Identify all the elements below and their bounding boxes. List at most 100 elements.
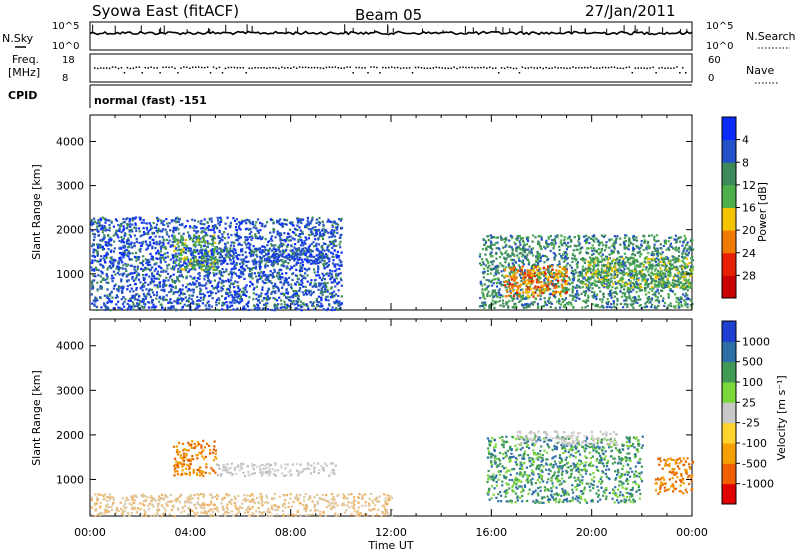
power-echo-cell bbox=[270, 281, 273, 285]
power-echo-cell bbox=[522, 250, 525, 253]
power-echo-cell bbox=[121, 274, 124, 277]
power-echo-cell bbox=[481, 288, 484, 291]
power-echo-cell bbox=[91, 268, 94, 271]
power-echo-cell bbox=[560, 243, 563, 246]
power-echo-cell bbox=[670, 236, 673, 239]
power-echo-cell bbox=[660, 257, 663, 260]
power-echo-cell bbox=[301, 305, 304, 308]
power-echo-cell bbox=[661, 285, 665, 288]
power-echo-cell bbox=[122, 221, 125, 224]
power-echo-cell bbox=[123, 252, 126, 255]
power-echo-cell bbox=[631, 296, 634, 299]
power-echo-cell bbox=[685, 243, 689, 246]
power-echo-cell bbox=[187, 300, 190, 303]
power-echo-cell bbox=[558, 245, 561, 248]
power-echo-cell bbox=[281, 225, 284, 228]
power-echo-cell bbox=[481, 261, 485, 264]
power-echo-cell bbox=[273, 303, 277, 306]
power-echo-cell bbox=[531, 264, 535, 267]
power-echo-cell bbox=[106, 268, 109, 271]
power-echo-cell bbox=[156, 249, 160, 252]
power-echo-cell bbox=[321, 247, 324, 250]
power-echo-cell bbox=[282, 282, 286, 285]
freq-dot bbox=[162, 66, 164, 69]
power-echo-cell bbox=[200, 263, 203, 266]
power-echo-cell bbox=[189, 252, 193, 255]
power-echo-cell bbox=[578, 236, 581, 240]
power-echo-cell bbox=[571, 272, 575, 275]
power-echo-cell bbox=[179, 257, 183, 260]
power-echo-cell bbox=[270, 235, 273, 238]
power-echo-cell bbox=[205, 261, 209, 264]
power-echo-cell bbox=[266, 244, 269, 247]
power-echo-cell bbox=[158, 273, 161, 277]
power-echo-cell bbox=[281, 255, 284, 258]
power-echo-cell bbox=[224, 227, 227, 230]
power-echo-cell bbox=[679, 296, 682, 299]
power-echo-cell bbox=[313, 308, 316, 311]
power-echo-cell bbox=[515, 237, 518, 240]
power-echo-cell bbox=[128, 252, 131, 255]
power-echo-cell bbox=[623, 246, 626, 249]
freq-dot bbox=[408, 67, 411, 69]
power-echo-cell bbox=[249, 227, 252, 231]
power-echo-cell bbox=[309, 259, 313, 262]
power-echo-cell bbox=[490, 279, 494, 282]
power-echo-cell bbox=[603, 258, 606, 262]
power-echo-cell bbox=[272, 255, 276, 258]
power-echo-cell bbox=[521, 259, 525, 262]
power-echo-cell bbox=[104, 218, 107, 222]
power-echo-cell bbox=[285, 306, 289, 309]
power-echo-cell bbox=[592, 295, 596, 298]
power-echo-cell bbox=[184, 296, 187, 299]
freq-dot bbox=[251, 67, 253, 70]
power-echo-cell bbox=[686, 306, 689, 309]
power-echo-cell bbox=[154, 246, 157, 250]
freq-dot bbox=[587, 67, 589, 69]
power-echo-cell bbox=[246, 239, 249, 242]
power-echo-cell bbox=[496, 269, 499, 272]
power-echo-cell bbox=[329, 272, 332, 275]
power-echo-cell bbox=[516, 295, 519, 298]
freq-dot bbox=[459, 66, 461, 69]
freq-dot bbox=[99, 67, 102, 69]
freq-dot bbox=[153, 67, 155, 69]
freq-dot bbox=[388, 66, 390, 69]
power-echo-cell bbox=[192, 288, 195, 291]
power-echo-cell bbox=[228, 224, 231, 227]
power-echo-cell bbox=[262, 270, 265, 274]
power-echo-cell bbox=[187, 249, 190, 252]
power-echo-cell bbox=[339, 240, 342, 243]
power-echo-cell bbox=[268, 239, 271, 243]
power-echo-cell bbox=[586, 247, 589, 250]
power-echo-cell bbox=[215, 273, 218, 276]
power-echo-cell bbox=[309, 248, 312, 252]
freq-dot bbox=[382, 66, 384, 69]
freq-tick-low: 8 bbox=[62, 73, 68, 84]
power-echo-cell bbox=[261, 280, 264, 283]
power-echo-cell bbox=[179, 274, 182, 277]
power-echo-cell bbox=[561, 288, 564, 291]
power-echo-cell bbox=[508, 295, 512, 298]
power-echo-cell bbox=[307, 223, 310, 227]
power-echo-cell bbox=[119, 256, 122, 259]
power-echo-cell bbox=[205, 287, 208, 290]
power-echo-cell bbox=[161, 236, 164, 239]
power-echo-cell bbox=[518, 300, 521, 304]
power-echo-cell bbox=[121, 302, 124, 306]
freq-dot bbox=[619, 67, 622, 69]
power-echo-cell bbox=[182, 298, 185, 301]
power-echo-cell bbox=[301, 278, 304, 281]
power-echo-cell bbox=[159, 254, 163, 257]
power-echo-cell bbox=[328, 236, 331, 239]
freq-dot bbox=[186, 66, 188, 69]
power-echo-cell bbox=[209, 294, 212, 297]
power-echo-cell bbox=[340, 295, 343, 298]
power-echo-cell bbox=[318, 284, 321, 288]
power-echo-cell bbox=[161, 241, 164, 244]
power-echo-cell bbox=[110, 290, 113, 293]
power-echo-cell bbox=[283, 294, 286, 297]
power-echo-cell bbox=[236, 274, 239, 277]
power-echo-cell bbox=[110, 262, 113, 265]
power-echo-cell bbox=[188, 225, 192, 228]
